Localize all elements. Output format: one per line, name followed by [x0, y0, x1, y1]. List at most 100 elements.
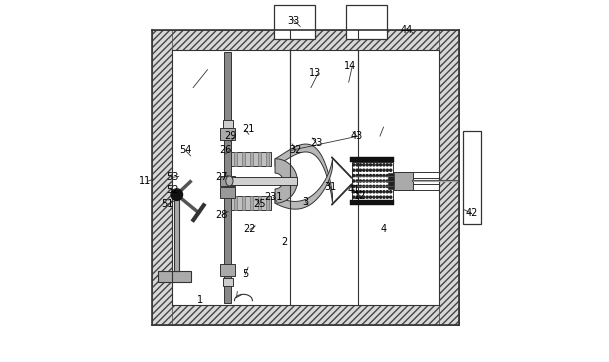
Text: 14: 14: [344, 61, 357, 71]
Bar: [220, 176, 235, 186]
Circle shape: [353, 169, 355, 171]
Circle shape: [171, 189, 183, 201]
Bar: [242, 196, 245, 210]
Circle shape: [373, 180, 375, 182]
Bar: [234, 152, 237, 166]
Bar: [393, 172, 413, 190]
Circle shape: [379, 174, 382, 177]
Bar: [266, 196, 269, 210]
Circle shape: [353, 191, 355, 193]
Circle shape: [383, 196, 385, 198]
Text: 28: 28: [216, 210, 228, 220]
Circle shape: [363, 191, 365, 193]
Circle shape: [359, 180, 362, 182]
Bar: [174, 195, 179, 271]
Circle shape: [386, 164, 389, 166]
Circle shape: [373, 196, 375, 198]
Circle shape: [373, 185, 375, 188]
Circle shape: [363, 164, 365, 166]
Bar: [242, 152, 245, 166]
Ellipse shape: [226, 176, 233, 186]
Bar: [220, 264, 235, 276]
Text: 5: 5: [242, 269, 248, 279]
Circle shape: [373, 169, 375, 171]
Polygon shape: [275, 159, 297, 203]
Circle shape: [356, 191, 358, 193]
Circle shape: [356, 196, 358, 198]
Circle shape: [390, 169, 392, 171]
Circle shape: [359, 196, 362, 198]
Bar: [234, 196, 237, 210]
Bar: [152, 30, 459, 50]
Text: 23: 23: [310, 138, 323, 148]
Circle shape: [386, 185, 389, 188]
Bar: [230, 177, 297, 185]
Circle shape: [390, 196, 392, 198]
Bar: [350, 200, 394, 205]
Circle shape: [353, 164, 355, 166]
Bar: [231, 152, 272, 166]
Polygon shape: [332, 184, 351, 205]
Circle shape: [390, 180, 392, 182]
Circle shape: [370, 180, 371, 182]
Text: 231: 231: [264, 192, 283, 202]
Circle shape: [370, 191, 371, 193]
Circle shape: [379, 185, 382, 188]
Circle shape: [379, 196, 382, 198]
Circle shape: [379, 164, 382, 166]
Circle shape: [373, 174, 375, 177]
Circle shape: [376, 180, 378, 182]
Circle shape: [366, 191, 368, 193]
Bar: [346, 5, 387, 39]
Circle shape: [386, 191, 389, 193]
Text: 32: 32: [290, 146, 302, 155]
Bar: [351, 172, 439, 190]
Circle shape: [383, 169, 385, 171]
Bar: [220, 128, 235, 140]
Circle shape: [370, 185, 371, 188]
Circle shape: [356, 164, 358, 166]
Circle shape: [366, 169, 368, 171]
Text: 44: 44: [401, 25, 413, 35]
Circle shape: [390, 185, 392, 188]
Bar: [388, 173, 393, 189]
Bar: [223, 120, 233, 128]
Bar: [224, 52, 231, 303]
Polygon shape: [275, 144, 333, 203]
Text: 51: 51: [161, 199, 174, 209]
Text: 3: 3: [303, 197, 309, 207]
Circle shape: [359, 185, 362, 188]
Bar: [250, 152, 253, 166]
Circle shape: [353, 174, 355, 177]
Circle shape: [376, 174, 378, 177]
Circle shape: [376, 169, 378, 171]
Circle shape: [386, 169, 389, 171]
Circle shape: [366, 185, 368, 188]
Bar: [223, 278, 233, 286]
Text: 27: 27: [215, 172, 227, 182]
Bar: [152, 305, 459, 325]
Circle shape: [366, 196, 368, 198]
Circle shape: [379, 191, 382, 193]
Circle shape: [363, 169, 365, 171]
Circle shape: [390, 164, 392, 166]
Circle shape: [383, 164, 385, 166]
Circle shape: [356, 185, 358, 188]
Circle shape: [353, 196, 355, 198]
Circle shape: [366, 174, 368, 177]
Bar: [274, 5, 315, 39]
Circle shape: [373, 164, 375, 166]
Circle shape: [366, 180, 368, 182]
Circle shape: [383, 180, 385, 182]
Bar: [231, 196, 272, 210]
Circle shape: [383, 191, 385, 193]
Circle shape: [370, 164, 371, 166]
Circle shape: [376, 191, 378, 193]
Circle shape: [363, 180, 365, 182]
Circle shape: [370, 169, 371, 171]
Text: 22: 22: [244, 224, 256, 235]
Polygon shape: [275, 159, 333, 209]
Circle shape: [359, 164, 362, 166]
Circle shape: [373, 191, 375, 193]
Bar: [258, 196, 261, 210]
